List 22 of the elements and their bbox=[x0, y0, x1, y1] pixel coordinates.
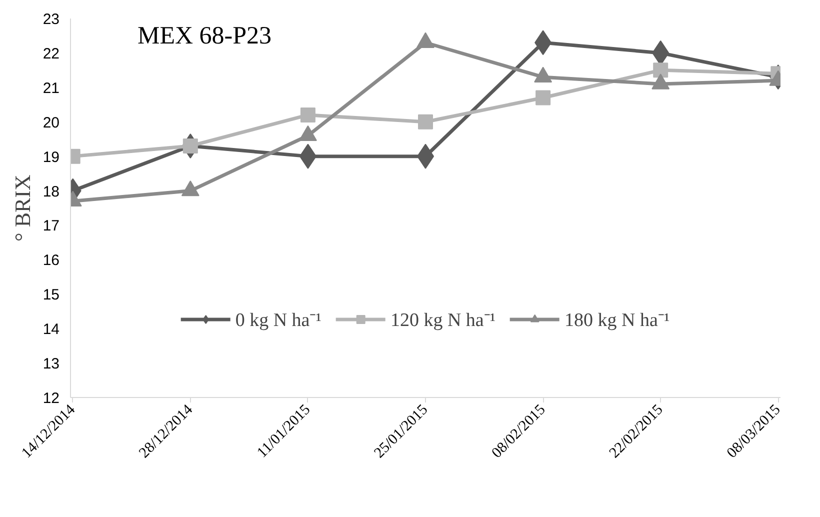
y-tick-label: 19 bbox=[42, 148, 60, 166]
legend-label: 180 kg N ha⁻¹ bbox=[564, 309, 670, 332]
legend-label: 120 kg N ha⁻¹ bbox=[390, 309, 496, 332]
y-tick-label: 12 bbox=[42, 390, 60, 407]
point bbox=[536, 90, 551, 106]
y-tick-label: 22 bbox=[42, 45, 60, 62]
point bbox=[300, 107, 316, 122]
point bbox=[653, 62, 668, 78]
legend-label: 0 kg N ha⁻¹ bbox=[235, 309, 322, 332]
y-tick-label: 20 bbox=[42, 114, 60, 132]
y-tick-label: 15 bbox=[42, 286, 60, 304]
y-tick-label: 13 bbox=[42, 356, 60, 373]
y-tick-label: 21 bbox=[42, 80, 60, 97]
y-tick-label: 18 bbox=[42, 183, 60, 200]
chart-title: MEX 68-P23 bbox=[138, 22, 272, 50]
y-tick-label: 14 bbox=[42, 321, 60, 338]
y-tick-label: 16 bbox=[42, 252, 60, 270]
point bbox=[418, 114, 433, 130]
y-tick-label: 23 bbox=[42, 11, 60, 28]
y-tick-label: 17 bbox=[42, 218, 60, 235]
point bbox=[182, 138, 198, 154]
y-axis-title: ° BRIX bbox=[10, 174, 35, 242]
